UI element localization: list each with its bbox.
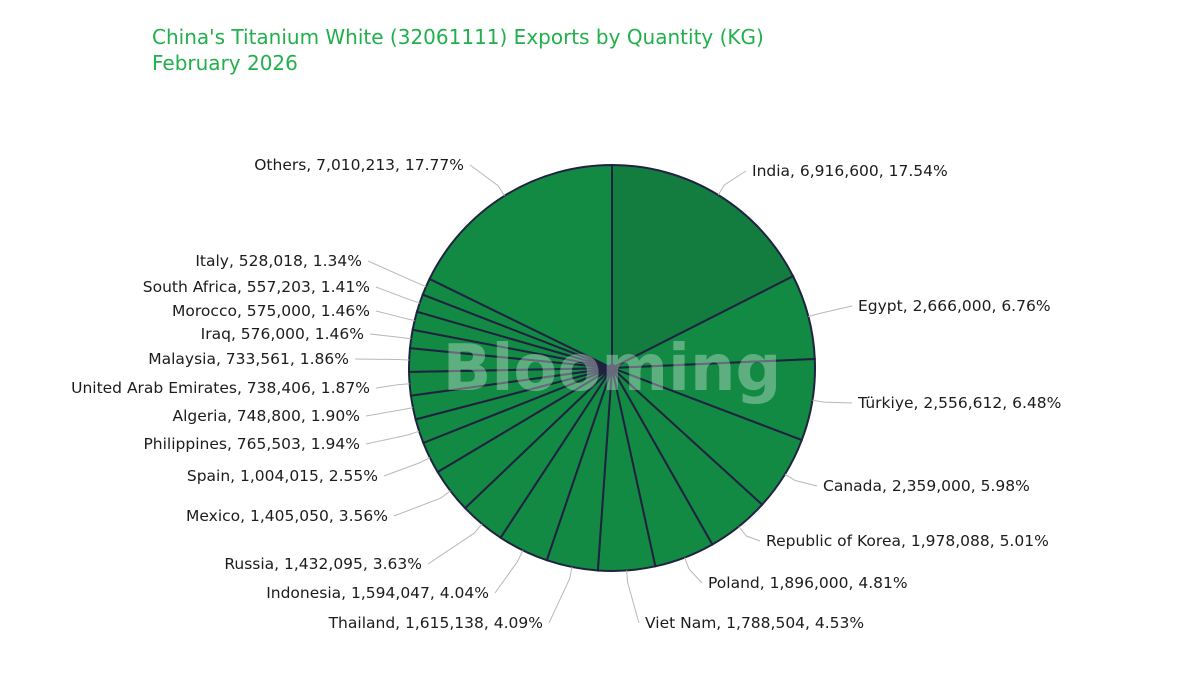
leader-line	[494, 550, 524, 594]
slice-label: Republic of Korea, 1,978,088, 5.01%	[766, 532, 1049, 550]
leader-line	[427, 523, 483, 565]
leader-line	[738, 526, 761, 542]
leader-line	[469, 164, 505, 197]
slice-label: United Arab Emirates, 738,406, 1.87%	[71, 379, 370, 397]
chart-subtitle: February 2026	[152, 51, 298, 75]
slice-label: Iraq, 576,000, 1.46%	[201, 325, 364, 343]
chart-title: China's Titanium White (32061111) Export…	[152, 25, 764, 49]
leader-line	[383, 457, 431, 477]
leader-line	[784, 473, 818, 487]
leader-line	[375, 383, 410, 389]
slice-label: Canada, 2,359,000, 5.98%	[823, 477, 1030, 495]
slice-label: Egypt, 2,666,000, 6.76%	[858, 297, 1051, 315]
leader-line	[354, 358, 410, 361]
leader-line	[367, 260, 427, 288]
chart-title-block: China's Titanium White (32061111) Export…	[152, 24, 764, 76]
leader-line	[393, 490, 451, 517]
slice-label: Others, 7,010,213, 17.77%	[254, 156, 464, 174]
slice-label: Russia, 1,432,095, 3.63%	[224, 555, 422, 573]
leader-line	[365, 430, 420, 445]
leader-lines-layer	[354, 164, 853, 624]
watermark: Blooming	[443, 332, 782, 406]
leader-line	[369, 333, 412, 340]
slice-label: Mexico, 1,405,050, 3.56%	[186, 507, 388, 525]
leader-line	[626, 570, 640, 624]
leader-line	[808, 305, 853, 317]
slice-label: Thailand, 1,615,138, 4.09%	[328, 614, 543, 632]
slice-label: Poland, 1,896,000, 4.81%	[708, 574, 908, 592]
slice-label: Philippines, 765,503, 1.94%	[143, 435, 360, 453]
slice-label: India, 6,916,600, 17.54%	[752, 162, 948, 180]
leader-line	[717, 170, 747, 196]
leader-line	[548, 566, 573, 624]
leader-line	[684, 557, 703, 584]
slice-label: Malaysia, 733,561, 1.86%	[148, 350, 349, 368]
slices-layer	[408, 163, 816, 572]
slice-label: Italy, 528,018, 1.34%	[195, 252, 362, 270]
labels-layer: India, 6,916,600, 17.54% Egypt, 2,666,000…	[71, 156, 1061, 632]
slice-label: Indonesia, 1,594,047, 4.04%	[266, 584, 489, 602]
leader-line	[812, 399, 853, 404]
slice-label: Viet Nam, 1,788,504, 4.53%	[645, 614, 864, 632]
slice-label: Spain, 1,004,015, 2.55%	[187, 467, 378, 485]
pie-center	[608, 364, 616, 372]
leader-line	[375, 310, 415, 322]
slice-label: Algeria, 748,800, 1.90%	[172, 407, 360, 425]
slice-label: Morocco, 575,000, 1.46%	[172, 302, 370, 320]
pie-slice-india	[611, 163, 795, 370]
leader-line	[375, 286, 420, 304]
slice-label: South Africa, 557,203, 1.41%	[143, 278, 370, 296]
leader-line	[365, 407, 413, 417]
slice-label: Türkiye, 2,556,612, 6.48%	[857, 394, 1061, 412]
